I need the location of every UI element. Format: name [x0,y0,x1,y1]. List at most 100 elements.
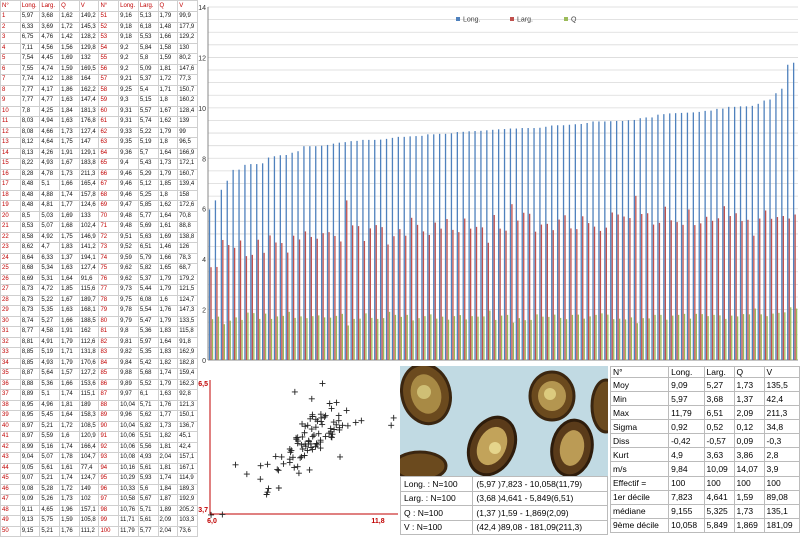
value-cell: 9,97 [118,389,139,401]
index-cell: 9 [0,95,21,107]
value-cell: 8,73 [19,305,41,317]
value-cell: 1,61 [59,462,80,474]
value-cell: 1,83 [157,347,179,359]
value-cell: 1,89 [157,504,179,516]
value-cell: 6,33 [19,21,41,33]
bar-long [250,164,252,360]
value-cell: 5,97 [19,11,41,23]
value-cell: 5,64 [39,368,61,380]
index-cell: 54 [98,42,120,54]
table-row: 4 7,11 4,56 1,56 129,8 54 9,2 5,84 1,58 130 [0,42,198,54]
value-cell: 9,48 [118,210,139,222]
table-row: 25 8,68 5,34 1,63 127,4 75 9,62 5,82 1,65 68,7 [0,263,198,275]
stats-value: 9,84 [668,461,705,477]
stats-value: 1,59 [733,489,765,505]
value-cell: 68,7 [177,263,198,275]
bar-long [716,108,718,360]
table-row: 11 8,03 4,94 1,63 176,8 61 9,31 5,74 1,62 139 [0,116,198,128]
bar-larg [558,219,560,360]
bar-larg [523,212,525,360]
bar-q [241,319,243,360]
value-cell: 8,12 [19,137,41,149]
value-cell: 121,3 [177,399,198,411]
scatter-point [337,453,344,460]
spore-cell [400,366,452,426]
index-cell: 29 [0,305,21,317]
value-cell: 129,1 [78,147,100,159]
value-cell: 80,2 [177,53,198,65]
value-cell: 1,79 [157,11,179,23]
bar-larg [357,226,360,360]
index-cell: 48 [0,504,21,516]
value-cell: 160,7 [177,168,198,180]
value-cell: 88,8 [177,221,198,233]
stats-value: 34,8 [763,419,800,435]
scatter-point [308,395,315,402]
value-cell: 5,43 [137,158,159,170]
value-cell: 99,9 [177,11,198,23]
index-cell: 23 [0,242,21,254]
index-cell: 55 [98,53,120,65]
index-cell: 16 [0,168,21,180]
value-cell: 166,4 [78,441,100,453]
value-cell: 1,72 [59,420,80,432]
value-cell: 1,82 [157,357,179,369]
value-cell: 4,91 [39,336,61,348]
value-cell: 1,64 [157,336,179,348]
table-row: 16 8,28 4,78 1,73 211,3 66 9,46 5,29 1,79 160,7 [0,168,198,180]
value-cell: 8,68 [19,263,41,275]
value-cell: 131,8 [78,347,100,359]
value-cell: 5,77 [137,210,159,222]
value-cell: 9,89 [118,378,139,390]
bar-q [790,307,792,360]
table-row: 18 8,48 4,88 1,74 157,8 68 9,46 5,25 1,8 158 [0,189,198,201]
value-cell: 7,77 [19,84,41,96]
bar-long [433,134,435,360]
bar-long [427,134,429,360]
index-cell: 12 [0,126,21,138]
value-cell: 9,46 [118,189,139,201]
bar-q [672,315,674,360]
value-cell: 1,79 [157,378,179,390]
scatter-point [358,417,365,424]
value-cell: 9,75 [118,294,139,306]
bar-larg [287,252,289,360]
table-row: 17 8,48 5,1 1,66 165,4 67 9,46 5,12 1,85 139,4 [0,179,198,191]
scatter-background [198,366,400,533]
index-cell: 81 [98,326,120,338]
value-cell: 1,74 [157,473,179,485]
bar-long [757,103,759,360]
value-cell: 5,28 [39,483,61,495]
scatter-point [299,420,306,427]
value-cell: 4,77 [39,95,61,107]
stats-value: 2,8 [763,447,800,463]
index-cell: 46 [0,483,21,495]
value-cell: 1,63 [157,389,179,401]
index-cell: 21 [0,221,21,233]
bar-long [438,133,441,360]
bar-long [509,128,512,360]
value-cell: 5,47 [137,315,159,327]
value-cell: 7,77 [19,95,41,107]
table-header-cell: V [78,0,100,12]
stats-value: 2,09 [733,405,765,421]
index-cell: 33 [0,347,21,359]
bar-larg [570,228,572,360]
value-cell: 177,9 [177,21,198,33]
bar-larg [576,229,578,360]
stats-value: 14,07 [733,461,765,477]
value-cell: 5,1 [39,389,61,401]
bar-long [291,152,293,360]
value-cell: 6,1 [137,389,159,401]
bar-larg [410,217,413,360]
legend-label: Larg. [517,17,533,24]
bar-larg [676,222,678,360]
value-cell: 1,96 [59,504,80,516]
index-cell: 56 [98,63,120,75]
value-cell: 9,96 [118,410,139,422]
value-cell: 2,04 [157,525,179,537]
bar-larg [257,239,259,360]
index-cell: 13 [0,137,21,149]
table-row: 27 8,73 4,72 1,85 115,6 77 9,73 5,44 1,79 121,5 [0,284,198,296]
bar-larg [776,217,779,360]
